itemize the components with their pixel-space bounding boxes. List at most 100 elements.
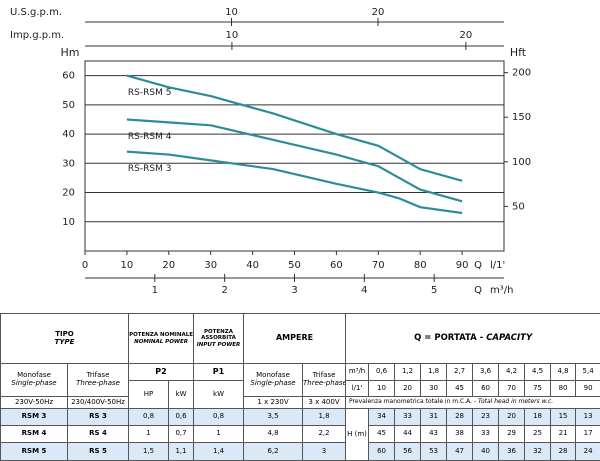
sub-cell: Monofase Single-phase [243, 363, 304, 397]
sub-text: Monofase [17, 371, 51, 380]
flow-cell: 45 [446, 380, 474, 397]
head-cell: 20 [498, 408, 526, 426]
head-cell: 28 [446, 408, 474, 426]
flow-cell: 75 [524, 380, 552, 397]
sub-text: Trifase [312, 371, 336, 380]
head-cell: 32 [524, 442, 552, 461]
series-line [126, 118, 463, 203]
spec-cell: RSM 3 [0, 408, 68, 426]
spec-table: TIPO TYPE POTENZA NOMINALE NOMINAL POWER P… [0, 313, 600, 461]
head-cell: 28 [550, 442, 577, 461]
flow-cell: 60 [472, 380, 500, 397]
secondary-axis-label: U.S.g.p.m. [10, 7, 62, 18]
spec-cell: 1,5 [128, 442, 170, 461]
sub-cell: 230/400V-50Hz [66, 396, 130, 409]
series-line [126, 74, 463, 182]
spec-cell: 1,8 [302, 408, 347, 426]
head-cell: 45 [368, 425, 396, 443]
x-tick-label: 50 [288, 260, 301, 271]
x-tick-label: 60 [330, 260, 343, 271]
sub-cell: 3 x 400V [302, 396, 347, 409]
head-cell: 53 [420, 442, 448, 461]
y-axis-label: Hm [61, 46, 80, 59]
sub-cell: 230V-50Hz [0, 396, 68, 409]
sub-cell: 1 x 230V [243, 396, 304, 409]
head-unit-cell: H (m) [345, 408, 370, 461]
spec-cell: 0,7 [168, 425, 195, 443]
flow-cell: 0,6 [368, 363, 396, 381]
head-cell: 15 [550, 408, 577, 426]
note-text: Total head in meters w.c. [478, 398, 554, 406]
head-cell: 33 [472, 425, 500, 443]
unit-cell: m³/h [345, 363, 370, 381]
head-cell: 31 [420, 408, 448, 426]
secondary-tick-label: 5 [431, 285, 437, 296]
sub-text: Single-phase [11, 379, 57, 387]
header-text: TYPE [54, 337, 75, 346]
sub-text: Single-phase [250, 379, 296, 387]
spec-cell: RS 4 [66, 425, 130, 443]
spec-cell: 0,6 [168, 408, 195, 426]
header-text: NOMINAL POWER [134, 338, 188, 345]
head-cell: 13 [575, 408, 600, 426]
header-text: INPUT POWER [196, 341, 241, 348]
head-cell: 40 [472, 442, 500, 461]
spec-cell: 1 [128, 425, 170, 443]
header-cell: TIPO TYPE [0, 313, 130, 364]
x-tick-label: 20 [162, 260, 175, 271]
head-cell: 36 [498, 442, 526, 461]
note-cell: Prevalenza manometrica totale in m.C.A. … [345, 396, 600, 409]
flow-cell: 80 [550, 380, 577, 397]
head-cell: 24 [575, 442, 600, 461]
data-row: RSM 4 RS 4 1 0,7 1 4,8 2,2 45 44 43 38 33 29 25 21 17 [0, 425, 600, 443]
head-cell: 47 [446, 442, 474, 461]
spec-cell: 1,1 [168, 442, 195, 461]
flow-cell: 90 [575, 380, 600, 397]
header-text: POTENZA NOMINALE [129, 332, 193, 339]
head-cell: 25 [524, 425, 552, 443]
header-text: POTENZA ASSORBITA [201, 329, 236, 342]
series-label: RS-RSM 3 [128, 164, 172, 174]
flow-cell: 3,6 [472, 363, 500, 381]
head-cell: 43 [420, 425, 448, 443]
spec-cell: RS 3 [66, 408, 130, 426]
y-tick-label: 60 [62, 71, 75, 82]
spec-cell: 1,4 [193, 442, 245, 461]
x-tick-label: 0 [82, 260, 88, 271]
flow-cell: 1,2 [394, 363, 422, 381]
head-cell: 56 [394, 442, 422, 461]
flow-cell: 30 [420, 380, 448, 397]
header-text: TIPO [55, 329, 74, 338]
flow-cell: 2,7 [446, 363, 474, 381]
sub-cell: P1 [193, 363, 245, 381]
sub-text: Monofase [256, 371, 290, 380]
secondary-tick-label: 3 [291, 285, 297, 296]
note-text: Prevalenza manometrica totale in m.C.A. … [349, 398, 479, 406]
sub-cell: Trifase Three-phase [302, 363, 347, 397]
spec-cell: 0,8 [128, 408, 170, 426]
head-cell: 33 [394, 408, 422, 426]
sub-cell: P2 [128, 363, 195, 381]
secondary-tick-label: 4 [361, 285, 367, 296]
flow-cell: 5,4 [575, 363, 600, 381]
flow-cell: 20 [394, 380, 422, 397]
y-tick-label: 40 [62, 129, 75, 140]
x-tick-label: 40 [246, 260, 259, 271]
spec-cell: 3 [302, 442, 347, 461]
secondary-tick-label: 20 [372, 7, 385, 18]
x-tick-label: 80 [414, 260, 427, 271]
sub-text: Three-phase [76, 379, 120, 387]
secondary-axis-unit: m³/h [490, 285, 513, 296]
x-tick-label: 10 [121, 260, 134, 271]
sub-text: Trifase [86, 371, 110, 380]
header-cell: Q = PORTATA - CAPACITY [345, 313, 600, 364]
secondary-tick-label: 10 [225, 7, 238, 18]
secondary-tick-label: 1 [152, 285, 158, 296]
flow-cell: 4,2 [498, 363, 526, 381]
x-tick-label: 90 [456, 260, 469, 271]
y-tick-label: 50 [62, 100, 75, 111]
header-text: CAPACITY [486, 332, 533, 343]
header-text: Q = PORTATA - [414, 332, 487, 343]
flow-cell: 4,5 [524, 363, 552, 381]
